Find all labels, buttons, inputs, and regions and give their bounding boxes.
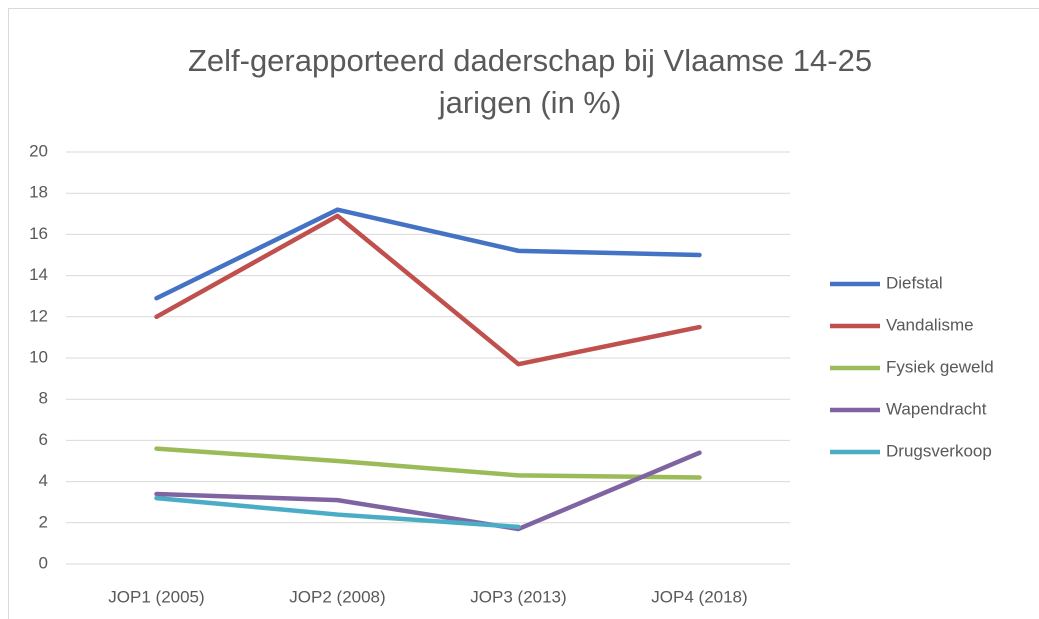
series-line [154, 207, 702, 301]
y-tick-label: 2 [39, 512, 48, 531]
y-tick-label: 14 [29, 265, 48, 284]
series-line [154, 213, 702, 367]
y-tick-label: 8 [39, 389, 48, 408]
y-tick-label: 18 [29, 183, 48, 202]
y-tick-label: 4 [39, 471, 48, 490]
x-tick-label: JOP1 (2005) [108, 587, 204, 606]
x-tick-label: JOP4 (2018) [651, 587, 747, 606]
series-line [154, 450, 702, 532]
x-tick-label: JOP2 (2008) [289, 587, 385, 606]
legend-label: Drugsverkoop [886, 441, 992, 460]
series-line [154, 495, 521, 530]
y-tick-label: 16 [29, 224, 48, 243]
legend-label: Diefstal [886, 273, 943, 292]
x-tick-label: JOP3 (2013) [470, 587, 566, 606]
y-tick-label: 0 [39, 553, 48, 572]
series-line [154, 446, 702, 480]
chart-title: Zelf-gerapporteerd daderschap bij Vlaams… [187, 43, 873, 120]
y-tick-label: 12 [29, 306, 48, 325]
y-tick-label: 20 [29, 141, 48, 160]
y-tick-label: 6 [39, 430, 48, 449]
legend-label: Wapendracht [886, 399, 987, 418]
chart-border [8, 8, 1039, 619]
legend-label: Vandalisme [886, 315, 974, 334]
legend-label: Fysiek geweld [886, 357, 994, 376]
y-tick-label: 10 [29, 347, 48, 366]
